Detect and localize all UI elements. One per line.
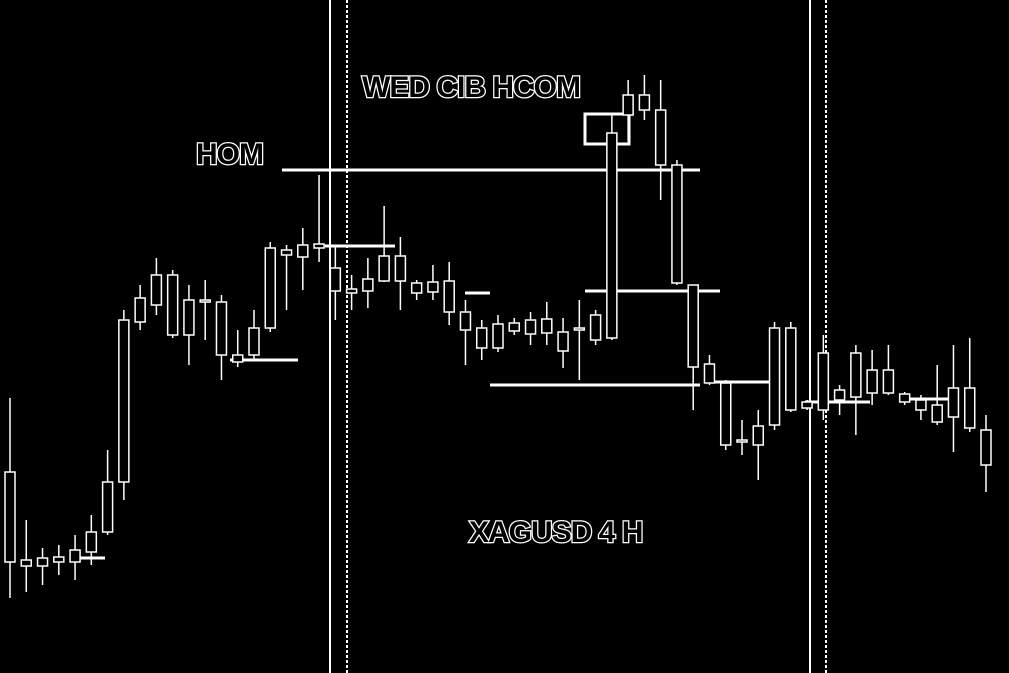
candle-body xyxy=(134,297,146,323)
candle-body xyxy=(768,327,781,426)
candle-body xyxy=(850,352,862,398)
candle-body xyxy=(573,327,586,331)
candle-body xyxy=(736,439,748,443)
candle-body xyxy=(557,331,569,352)
candle-body xyxy=(410,282,423,294)
candle-body xyxy=(638,94,651,111)
candle-body xyxy=(541,318,553,334)
candle-body xyxy=(719,382,732,446)
candle-body xyxy=(118,319,130,483)
candle-body xyxy=(492,323,504,349)
candle-body xyxy=(427,281,439,293)
candle-body xyxy=(329,267,342,292)
candle-body xyxy=(703,363,716,384)
candle-body xyxy=(524,319,537,335)
session-separators xyxy=(329,0,827,673)
candle-body xyxy=(963,387,976,429)
candle-body xyxy=(20,559,33,567)
candle-body xyxy=(508,322,521,332)
candle-body xyxy=(36,557,49,567)
chart-title: XAGUSD 4 H xyxy=(469,516,642,549)
candle-body xyxy=(345,288,358,294)
candle-body xyxy=(85,531,98,553)
candle-body xyxy=(248,327,260,356)
candle-body xyxy=(362,278,374,292)
candle-body xyxy=(394,255,407,282)
candle-body xyxy=(53,556,65,563)
annotation: HOM xyxy=(196,138,263,171)
candle-body xyxy=(947,387,960,418)
candle-body xyxy=(459,311,472,331)
candle-body xyxy=(817,352,830,411)
candle-body xyxy=(915,399,927,411)
candle-body xyxy=(752,425,765,446)
candle-body xyxy=(785,327,797,411)
candle-body xyxy=(150,274,163,306)
candle-body xyxy=(606,132,618,339)
candle-body xyxy=(313,243,325,249)
candle-body xyxy=(475,327,488,349)
candle-body xyxy=(833,389,846,401)
candle-body xyxy=(166,274,179,336)
candle-body xyxy=(183,299,195,336)
candle-body xyxy=(898,393,911,403)
candle-body xyxy=(264,247,277,329)
candle-body xyxy=(101,481,114,533)
candle-body xyxy=(199,299,211,303)
candle-body xyxy=(931,404,943,423)
candle-body xyxy=(280,249,293,256)
annotation: WED CIB HCOM xyxy=(362,71,580,104)
candle-body xyxy=(4,471,16,563)
candle-body xyxy=(215,301,228,356)
candle-body xyxy=(443,280,455,313)
candle-body xyxy=(589,314,602,341)
candle-body xyxy=(671,164,683,284)
candle-body xyxy=(231,354,244,363)
candle-body xyxy=(654,109,667,166)
candle-body xyxy=(882,369,895,394)
candle-body xyxy=(801,401,813,409)
candle-body xyxy=(866,369,878,394)
candle-body xyxy=(622,94,634,116)
candle-body xyxy=(980,429,992,466)
candle-body xyxy=(69,549,81,563)
candle-body xyxy=(378,255,390,282)
candle-body xyxy=(687,284,699,368)
candle-body xyxy=(297,244,309,258)
